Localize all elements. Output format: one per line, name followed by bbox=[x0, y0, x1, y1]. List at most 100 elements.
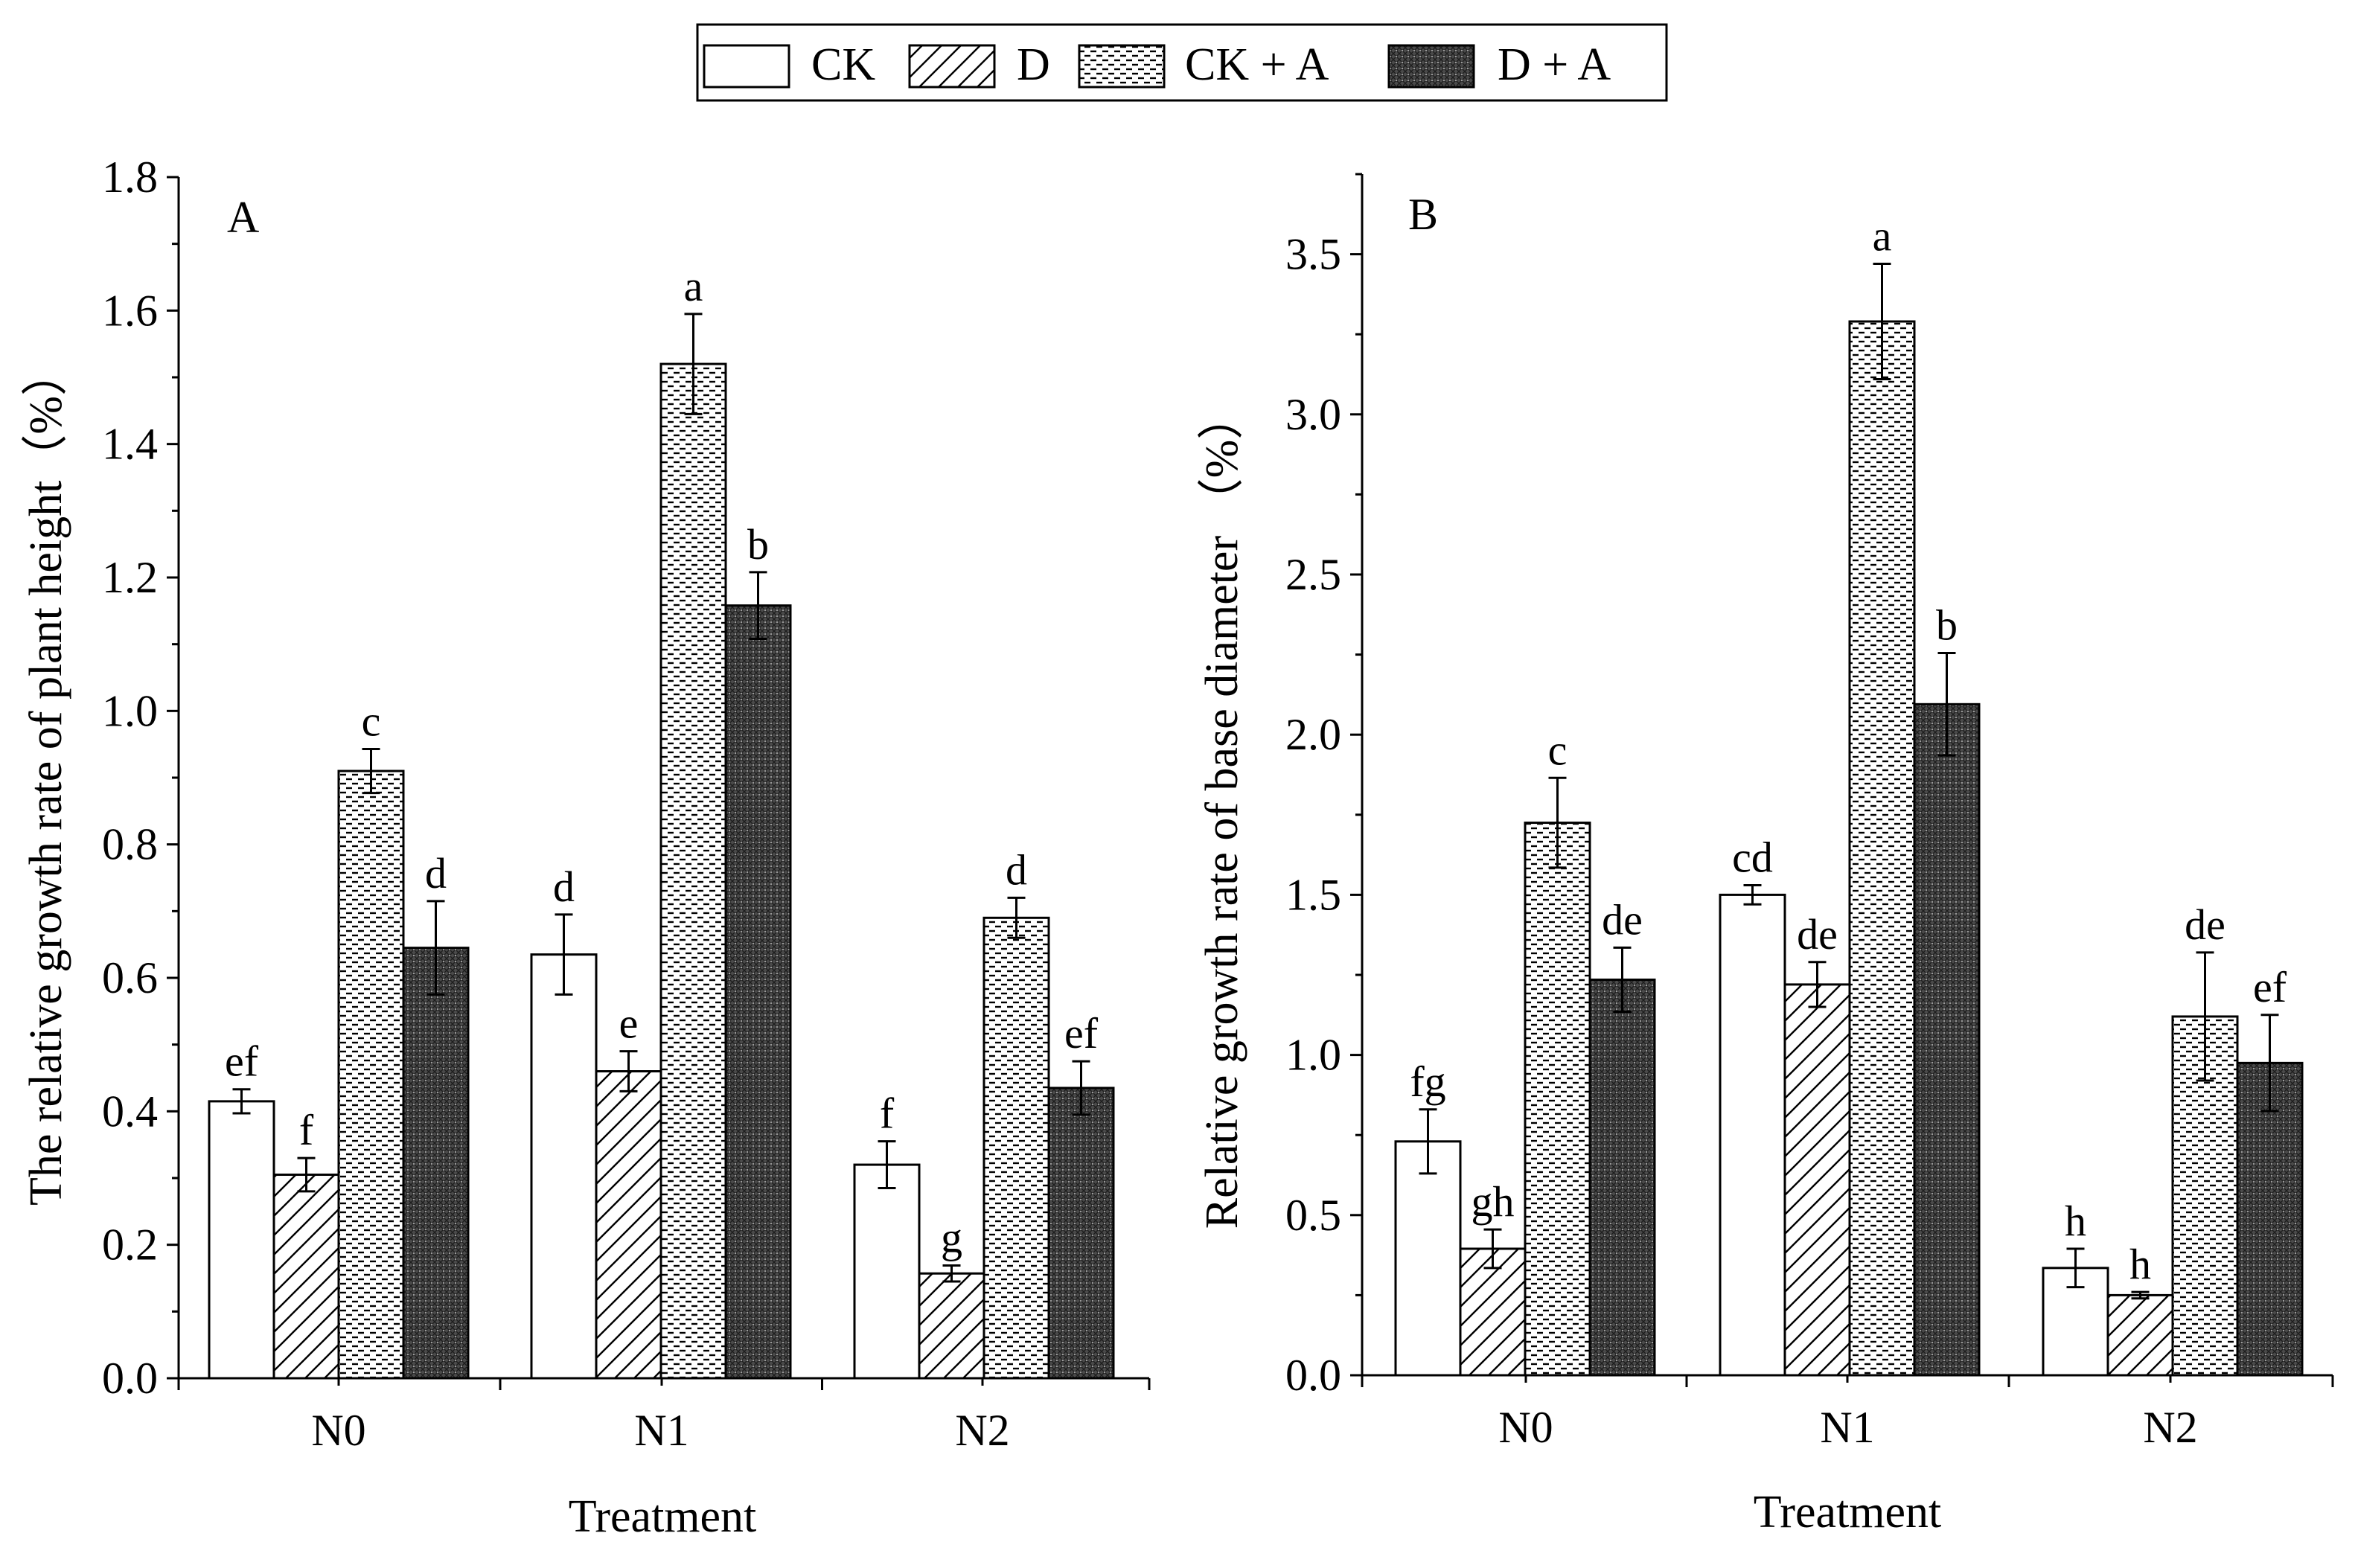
legend-label-d-a: D + A bbox=[1498, 39, 1611, 90]
error-bar-d-n2 bbox=[2131, 1290, 2150, 1300]
y-tick-label: 1.8 bbox=[102, 153, 158, 202]
significance-letter: g bbox=[941, 1213, 962, 1261]
panel-b-y-label: Relative growth rate of base diameter （%… bbox=[1197, 394, 1247, 1229]
error-bar-d-n2 bbox=[942, 1264, 961, 1283]
significance-letter: f bbox=[880, 1089, 895, 1138]
x-tick-label-n1: N1 bbox=[634, 1406, 688, 1455]
error-bar-ck-n2 bbox=[2066, 1247, 2085, 1289]
significance-letter: a bbox=[1873, 212, 1892, 260]
panel-a-y-label: The relative growth rate of plant height… bbox=[21, 350, 71, 1206]
y-tick-label: 3.5 bbox=[1285, 230, 1341, 279]
panel-a-label: A bbox=[227, 193, 259, 242]
legend-label-d: D bbox=[1017, 39, 1050, 90]
error-bar-ck-a-n1 bbox=[1873, 263, 1891, 380]
error-bar-d-a-n2 bbox=[1072, 1060, 1090, 1116]
y-tick-label: 0.8 bbox=[102, 820, 158, 869]
significance-letter: f bbox=[299, 1106, 314, 1154]
significance-letter: gh bbox=[1472, 1177, 1515, 1226]
y-tick-label: 2.0 bbox=[1285, 710, 1341, 759]
significance-letter: c bbox=[362, 697, 381, 745]
x-tick-label-n0: N0 bbox=[311, 1406, 365, 1455]
error-bar-d-a-n0 bbox=[1613, 946, 1632, 1013]
error-bar-ck-n0 bbox=[1419, 1108, 1437, 1175]
x-tick-label-n2: N2 bbox=[955, 1406, 1009, 1455]
error-bar-d-n0 bbox=[297, 1156, 316, 1193]
bar-d-n2 bbox=[2106, 1293, 2174, 1377]
legend: CK D CK + A D + A bbox=[696, 23, 1668, 102]
error-bar-d-a-n0 bbox=[426, 900, 445, 996]
bar-d-n1 bbox=[1783, 983, 1851, 1377]
legend-swatch-ck bbox=[703, 44, 790, 89]
x-tick-label-n0: N0 bbox=[1498, 1403, 1553, 1452]
y-tick-label: 0.5 bbox=[1285, 1191, 1341, 1240]
error-bar-ck-a-n0 bbox=[1548, 776, 1567, 869]
significance-letter: de bbox=[1602, 895, 1643, 944]
legend-label-ck-a: CK + A bbox=[1185, 39, 1329, 90]
error-bar-d-a-n2 bbox=[2260, 1014, 2279, 1113]
significance-letter: h bbox=[2129, 1240, 2151, 1288]
bar-d-n2 bbox=[918, 1272, 985, 1380]
significance-letter: ef bbox=[225, 1037, 259, 1086]
y-tick-label: 2.5 bbox=[1285, 550, 1341, 599]
bar-ck-n0 bbox=[1394, 1140, 1462, 1377]
legend-swatch-d bbox=[908, 44, 996, 89]
significance-letter: e bbox=[619, 999, 639, 1048]
bar-d-n0 bbox=[272, 1174, 340, 1380]
error-bar-d-n1 bbox=[619, 1050, 638, 1092]
x-tick-label-n1: N1 bbox=[1820, 1403, 1874, 1452]
panel-b-bars: fg cd h gh de h c a de de b ef bbox=[1394, 212, 2304, 1377]
significance-letter: b bbox=[1936, 601, 1958, 649]
significance-letter: a bbox=[684, 262, 703, 310]
bar-d-a-n1 bbox=[1913, 703, 1981, 1377]
error-bar-ck-n1 bbox=[1743, 883, 1762, 906]
error-bar-ck-a-n2 bbox=[1007, 896, 1026, 939]
y-tick-label: 0.4 bbox=[102, 1087, 158, 1136]
significance-letter: d bbox=[1006, 845, 1027, 894]
y-tick-label: 1.2 bbox=[102, 553, 158, 602]
bar-ck-a-n1 bbox=[1848, 320, 1916, 1377]
panel-b-label: B bbox=[1408, 190, 1438, 239]
bar-ck-n0 bbox=[208, 1100, 275, 1380]
error-bar-ck-n2 bbox=[878, 1140, 896, 1189]
significance-letter: b bbox=[747, 520, 769, 569]
y-tick-label: 0.0 bbox=[1285, 1351, 1341, 1400]
legend-frame bbox=[696, 23, 1668, 102]
error-bar-d-a-n1 bbox=[1937, 651, 1956, 757]
bar-d-a-n0 bbox=[402, 947, 470, 1380]
error-bar-d-n0 bbox=[1483, 1228, 1502, 1270]
bar-ck-a-n1 bbox=[659, 362, 727, 1380]
bar-d-a-n0 bbox=[1588, 978, 1656, 1377]
bar-ck-a-n0 bbox=[1524, 822, 1591, 1377]
bar-ck-n1 bbox=[530, 953, 598, 1380]
bar-d-n1 bbox=[595, 1070, 662, 1380]
error-bar-ck-a-n0 bbox=[362, 747, 380, 795]
significance-letter: d bbox=[553, 863, 575, 911]
y-tick-label: 1.4 bbox=[102, 420, 158, 469]
bar-ck-n1 bbox=[1719, 893, 1786, 1377]
panel-a-axis-ticks: 0.0 0.2 0.4 0.6 0.8 1.0 1.2 1.4 1.6 1.8 N0 N1 N2 bbox=[102, 153, 1151, 1455]
bar-ck-a-n2 bbox=[982, 916, 1050, 1380]
error-bar-d-a-n1 bbox=[749, 571, 767, 640]
y-tick-label: 0.0 bbox=[102, 1354, 158, 1403]
bar-ck-n2 bbox=[853, 1163, 921, 1380]
error-bar-ck-n1 bbox=[555, 913, 573, 996]
significance-letter: d bbox=[425, 849, 447, 897]
bar-d-a-n2 bbox=[1047, 1087, 1115, 1380]
significance-letter: fg bbox=[1410, 1057, 1445, 1106]
significance-letter: h bbox=[2065, 1197, 2086, 1245]
x-tick-label-n2: N2 bbox=[2143, 1403, 2197, 1452]
panel-a: 0.00.20.40.60.81.01.21.41.61.8N0 N1 N2 efd… bbox=[21, 153, 1151, 1542]
error-bar-ck-n0 bbox=[232, 1088, 251, 1115]
panel-a-bars: ef d f f e g c a d d b ef bbox=[208, 262, 1115, 1380]
significance-letter: ef bbox=[2253, 963, 2287, 1011]
significance-letter: c bbox=[1548, 726, 1568, 774]
panel-b-axis-ticks: 0.0 0.5 1.0 1.5 2.0 2.5 3.0 3.5 N0 N1 N2 bbox=[1285, 173, 2334, 1452]
legend-label-ck: CK bbox=[811, 39, 875, 90]
bar-ck-a-n0 bbox=[337, 769, 405, 1380]
panel-b: 0.0 0.5 1.0 1.5 2.0 2.5 3.0 3.5 N0 N1 N2 fg cd h gh de… bbox=[1197, 173, 2334, 1537]
significance-letter: cd bbox=[1732, 833, 1773, 881]
error-bar-ck-a-n1 bbox=[684, 313, 703, 415]
legend-swatch-ck-a bbox=[1078, 44, 1166, 89]
